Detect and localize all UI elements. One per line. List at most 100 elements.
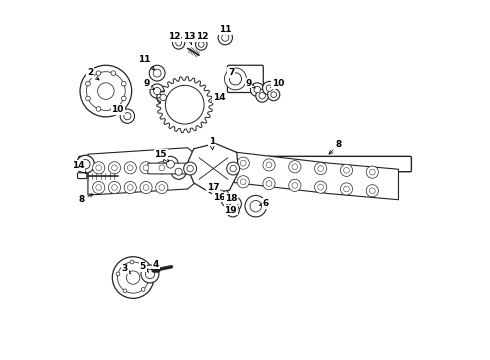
Circle shape <box>250 201 262 212</box>
Circle shape <box>86 81 90 86</box>
FancyBboxPatch shape <box>78 156 412 172</box>
Circle shape <box>366 166 378 178</box>
Text: 18: 18 <box>225 194 238 203</box>
Circle shape <box>143 165 149 171</box>
Circle shape <box>126 271 140 284</box>
Text: 5: 5 <box>140 262 148 272</box>
Circle shape <box>224 68 246 90</box>
Circle shape <box>341 164 353 176</box>
Circle shape <box>187 165 194 172</box>
Circle shape <box>108 181 121 194</box>
Circle shape <box>153 69 161 77</box>
Circle shape <box>143 185 149 190</box>
Circle shape <box>266 85 272 91</box>
Text: 15: 15 <box>154 150 169 162</box>
Circle shape <box>271 92 276 98</box>
Circle shape <box>96 107 101 111</box>
Polygon shape <box>88 148 194 195</box>
Text: 4: 4 <box>153 260 159 269</box>
Circle shape <box>250 83 264 96</box>
Circle shape <box>159 185 165 190</box>
Circle shape <box>245 195 267 217</box>
Text: 14: 14 <box>72 161 86 174</box>
Circle shape <box>112 185 117 190</box>
Text: 11: 11 <box>138 55 154 70</box>
Circle shape <box>198 41 204 47</box>
Circle shape <box>153 87 161 95</box>
Circle shape <box>315 181 327 193</box>
Circle shape <box>266 162 272 168</box>
Text: 3: 3 <box>122 265 131 274</box>
Circle shape <box>268 89 280 101</box>
Circle shape <box>266 181 272 186</box>
Circle shape <box>86 96 90 101</box>
Circle shape <box>112 165 117 171</box>
Circle shape <box>96 165 101 171</box>
Text: 17: 17 <box>207 183 220 193</box>
Text: 7: 7 <box>228 68 235 78</box>
Circle shape <box>118 262 148 293</box>
Circle shape <box>315 162 327 175</box>
Circle shape <box>217 190 224 197</box>
Circle shape <box>156 162 168 174</box>
Circle shape <box>237 176 249 188</box>
FancyBboxPatch shape <box>148 163 193 174</box>
Circle shape <box>127 185 133 190</box>
Circle shape <box>292 183 298 188</box>
Circle shape <box>369 169 375 175</box>
Circle shape <box>112 257 154 298</box>
Circle shape <box>146 269 155 279</box>
Circle shape <box>343 186 349 192</box>
Text: 10: 10 <box>271 80 284 89</box>
Circle shape <box>124 162 136 174</box>
Circle shape <box>240 179 246 185</box>
Text: 9: 9 <box>245 79 255 88</box>
Circle shape <box>80 65 132 117</box>
Circle shape <box>93 162 105 174</box>
Circle shape <box>122 81 126 86</box>
Circle shape <box>76 155 95 173</box>
Circle shape <box>156 181 168 194</box>
Circle shape <box>240 160 246 166</box>
Circle shape <box>111 71 116 76</box>
Circle shape <box>366 185 378 197</box>
Text: 2: 2 <box>87 68 99 80</box>
Polygon shape <box>157 77 213 132</box>
Circle shape <box>263 81 276 95</box>
Circle shape <box>224 197 231 204</box>
Circle shape <box>81 159 90 169</box>
Text: 16: 16 <box>213 193 226 202</box>
Text: 12: 12 <box>168 32 180 42</box>
Circle shape <box>146 270 149 274</box>
Circle shape <box>163 156 178 172</box>
Circle shape <box>221 34 229 41</box>
Circle shape <box>140 181 152 194</box>
Text: 11: 11 <box>219 25 232 35</box>
Circle shape <box>124 181 136 194</box>
Circle shape <box>184 162 196 175</box>
Circle shape <box>226 204 239 217</box>
Circle shape <box>231 201 238 208</box>
Circle shape <box>176 40 181 46</box>
Circle shape <box>123 289 127 293</box>
Polygon shape <box>234 152 398 200</box>
Circle shape <box>167 160 174 168</box>
Circle shape <box>130 260 134 264</box>
Circle shape <box>98 83 114 99</box>
Circle shape <box>111 107 116 111</box>
Polygon shape <box>187 143 239 194</box>
Text: 10: 10 <box>112 105 124 114</box>
Circle shape <box>341 183 353 195</box>
Text: 14: 14 <box>212 93 225 102</box>
Circle shape <box>175 168 182 175</box>
Circle shape <box>318 184 323 190</box>
Text: 19: 19 <box>224 206 237 215</box>
Circle shape <box>230 165 236 172</box>
Circle shape <box>259 93 266 99</box>
Circle shape <box>227 162 240 175</box>
Circle shape <box>227 197 242 211</box>
Circle shape <box>254 86 260 93</box>
Circle shape <box>221 194 234 207</box>
Circle shape <box>142 288 145 291</box>
Circle shape <box>230 207 236 214</box>
